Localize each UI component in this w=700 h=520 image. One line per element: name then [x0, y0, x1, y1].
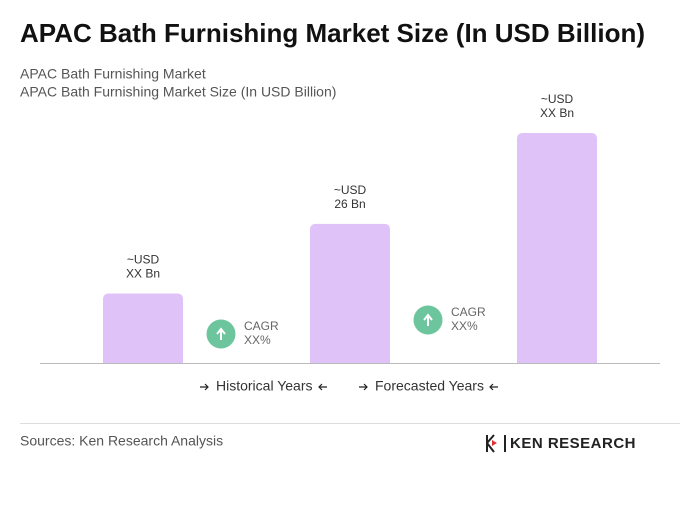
bar — [103, 293, 183, 363]
legend-arrow — [489, 383, 498, 391]
cagr-label: CAGR — [244, 319, 279, 333]
data-label: ~USD — [334, 183, 367, 197]
data-label: ~USD — [541, 92, 574, 106]
logo-icon — [486, 434, 506, 453]
data-label: 26 Bn — [334, 197, 365, 211]
legend-label: Historical Years — [216, 378, 313, 394]
cagr-label: XX% — [451, 319, 478, 333]
cagr-arrow — [216, 327, 226, 340]
chart-title: APAC Bath Furnishing Market Size (In USD… — [20, 18, 645, 48]
logo-icon — [492, 440, 497, 446]
bar — [310, 223, 390, 363]
subtitle: APAC Bath Furnishing Market Size (In USD… — [20, 84, 336, 100]
cagr-arrow — [423, 313, 433, 326]
subtitle: APAC Bath Furnishing Market — [20, 66, 206, 82]
data-label: ~USD — [127, 253, 160, 267]
cagr-label: CAGR — [451, 305, 486, 319]
legend-label: Forecasted Years — [375, 378, 484, 394]
data-label: XX Bn — [126, 267, 160, 281]
legend-arrow — [359, 383, 368, 391]
legend-arrow — [200, 383, 209, 391]
logo-text: KEN RESEARCH — [510, 435, 636, 452]
legend-arrow — [318, 383, 327, 391]
logo: KEN RESEARCH — [486, 434, 636, 453]
data-label: XX Bn — [540, 106, 574, 120]
cagr-label: XX% — [244, 333, 271, 347]
bar — [517, 133, 597, 363]
source: Sources: Ken Research Analysis — [20, 433, 223, 449]
